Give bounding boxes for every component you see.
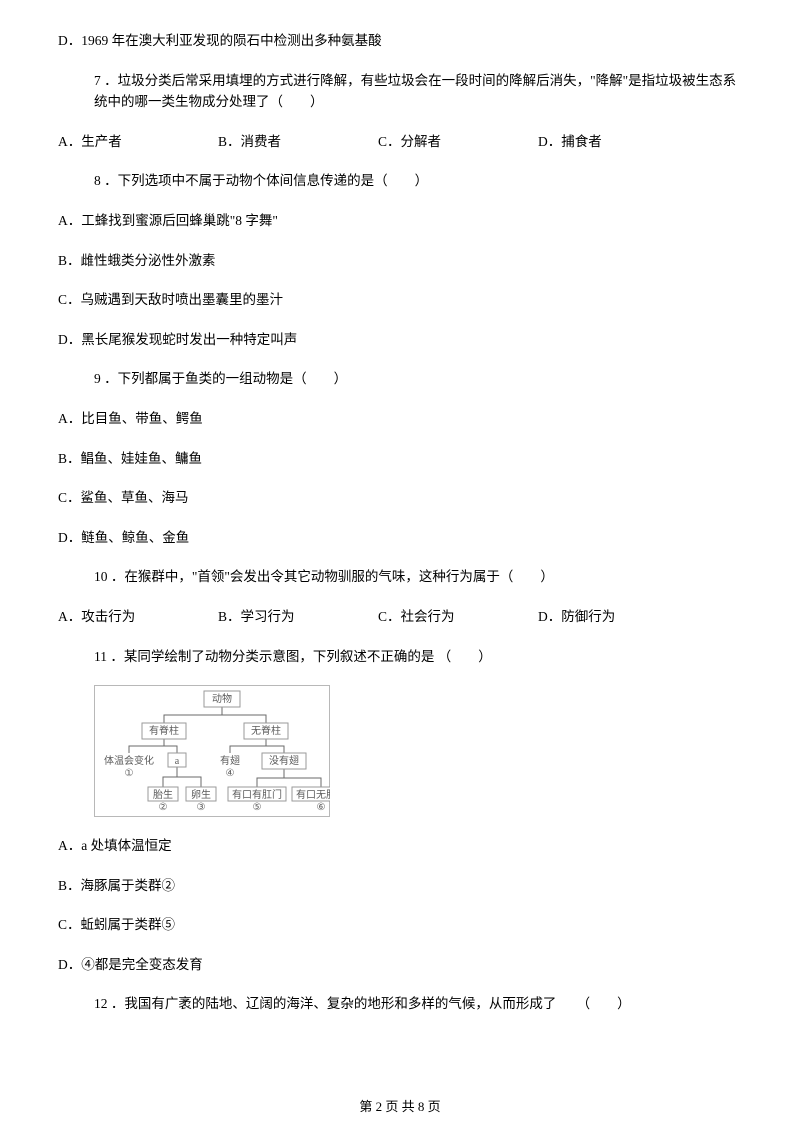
svg-text:体温会变化: 体温会变化 — [104, 754, 154, 767]
svg-text:③: ③ — [197, 802, 206, 813]
svg-text:动物: 动物 — [212, 692, 232, 705]
q9-option-a: A．比目鱼、带鱼、鳄鱼 — [58, 408, 742, 430]
q9-option-c: C．鲨鱼、草鱼、海马 — [58, 487, 742, 509]
q11-option-d: D．④都是完全变态发育 — [58, 954, 742, 976]
q10-option-c: C．社会行为 — [378, 606, 538, 628]
q10-option-a: A．攻击行为 — [58, 606, 218, 628]
q7-option-b: B．消费者 — [218, 131, 378, 153]
svg-text:⑥: ⑥ — [317, 802, 326, 813]
q7-option-c: C．分解者 — [378, 131, 538, 153]
question-7: 7 ．垃圾分类后常采用填埋的方式进行降解，有些垃圾会在一段时间的降解后消失，"降… — [58, 70, 742, 113]
question-9: 9 ．下列都属于鱼类的一组动物是（ ） — [58, 368, 742, 390]
svg-text:有口有肛门: 有口有肛门 — [232, 788, 282, 801]
svg-text:有脊柱: 有脊柱 — [149, 724, 179, 737]
q7-option-d: D．捕食者 — [538, 131, 698, 153]
q8-option-b: B．雌性蛾类分泌性外激素 — [58, 250, 742, 272]
question-10: 10 ．在猴群中，"首领"会发出令其它动物驯服的气味，这种行为属于（ ） — [58, 566, 742, 588]
q11-option-c: C．蚯蚓属于类群⑤ — [58, 914, 742, 936]
svg-text:①: ① — [125, 768, 134, 779]
svg-text:②: ② — [159, 802, 168, 813]
q8-option-c: C．乌贼遇到天敌时喷出墨囊里的墨汁 — [58, 289, 742, 311]
q10-option-b: B．学习行为 — [218, 606, 378, 628]
svg-text:⑤: ⑤ — [253, 802, 262, 813]
svg-text:卵生: 卵生 — [191, 788, 211, 801]
q9-option-d: D．鲢鱼、鲸鱼、金鱼 — [58, 527, 742, 549]
question-7-options: A．生产者 B．消费者 C．分解者 D．捕食者 — [58, 131, 742, 153]
svg-text:④: ④ — [226, 768, 235, 779]
question-12: 12 ．我国有广袤的陆地、辽阔的海洋、复杂的地形和多样的气候，从而形成了 （ ） — [58, 993, 742, 1015]
q8-option-a: A．工蜂找到蜜源后回蜂巢跳"8 字舞" — [58, 210, 742, 232]
q-prev-option-d: D．1969 年在澳大利亚发现的陨石中检测出多种氨基酸 — [58, 30, 742, 52]
q7-option-a: A．生产者 — [58, 131, 218, 153]
q11-option-b: B．海豚属于类群② — [58, 875, 742, 897]
classification-tree-diagram: 动物有脊柱 无脊柱体温会变化① a 有翅④ 没有翅胎生② 卵生③ 有口有肛门⑤ 有口无肛门⑥ — [94, 685, 742, 817]
svg-text:有口无肛门: 有口无肛门 — [296, 788, 330, 801]
q8-option-d: D．黑长尾猴发现蛇时发出一种特定叫声 — [58, 329, 742, 351]
question-8: 8 ．下列选项中不属于动物个体间信息传递的是（ ） — [58, 170, 742, 192]
page-footer: 第 2 页 共 8 页 — [0, 1097, 800, 1118]
svg-text:a: a — [175, 756, 180, 767]
svg-text:无脊柱: 无脊柱 — [251, 724, 281, 737]
question-11: 11 ．某同学绘制了动物分类示意图，下列叙述不正确的是 （ ） — [58, 646, 742, 668]
question-10-options: A．攻击行为 B．学习行为 C．社会行为 D．防御行为 — [58, 606, 742, 628]
svg-text:没有翅: 没有翅 — [269, 754, 299, 767]
svg-text:胎生: 胎生 — [153, 788, 173, 801]
q9-option-b: B．鲳鱼、娃娃鱼、鳙鱼 — [58, 448, 742, 470]
svg-text:有翅: 有翅 — [220, 754, 240, 767]
q11-option-a: A．a 处填体温恒定 — [58, 835, 742, 857]
q10-option-d: D．防御行为 — [538, 606, 698, 628]
